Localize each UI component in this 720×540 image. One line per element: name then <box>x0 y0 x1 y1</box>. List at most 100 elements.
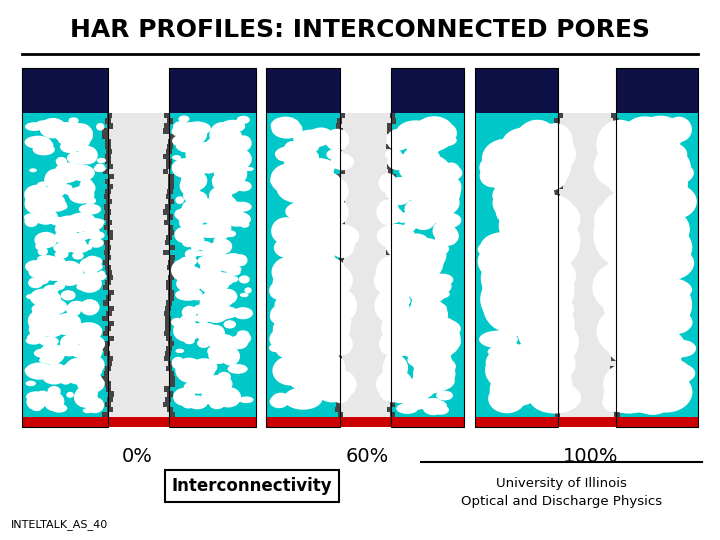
Ellipse shape <box>54 281 65 290</box>
Ellipse shape <box>173 320 200 342</box>
Bar <box>553 285 559 291</box>
Ellipse shape <box>405 132 444 156</box>
Ellipse shape <box>485 163 507 179</box>
Bar <box>108 321 114 326</box>
Ellipse shape <box>271 393 290 406</box>
Bar <box>338 129 343 133</box>
Bar <box>104 139 110 144</box>
Bar <box>391 68 464 427</box>
Bar <box>616 396 621 402</box>
Ellipse shape <box>37 247 48 256</box>
Ellipse shape <box>621 138 642 154</box>
Bar <box>611 285 616 291</box>
Bar <box>390 113 395 118</box>
Ellipse shape <box>35 209 50 222</box>
Ellipse shape <box>436 226 459 246</box>
Bar <box>105 381 111 387</box>
Bar <box>387 129 392 133</box>
Ellipse shape <box>320 177 348 205</box>
Ellipse shape <box>613 274 638 297</box>
Ellipse shape <box>71 238 87 252</box>
Bar <box>554 411 560 417</box>
Bar <box>557 184 563 190</box>
Ellipse shape <box>196 313 211 323</box>
Bar <box>168 372 174 376</box>
Bar <box>612 346 618 351</box>
Bar <box>615 148 621 154</box>
Bar <box>105 326 111 331</box>
Ellipse shape <box>228 171 242 184</box>
Ellipse shape <box>33 299 60 325</box>
Ellipse shape <box>411 135 447 152</box>
Ellipse shape <box>485 350 529 390</box>
Ellipse shape <box>41 267 51 274</box>
Bar <box>339 210 344 214</box>
Bar <box>103 285 109 291</box>
Bar <box>340 113 391 417</box>
Ellipse shape <box>400 380 434 400</box>
Ellipse shape <box>480 232 530 262</box>
Ellipse shape <box>434 329 452 341</box>
Ellipse shape <box>385 149 402 160</box>
Bar <box>616 68 698 113</box>
Ellipse shape <box>200 257 219 275</box>
Ellipse shape <box>39 358 49 363</box>
Ellipse shape <box>235 332 251 344</box>
Ellipse shape <box>245 167 253 171</box>
Ellipse shape <box>288 180 309 197</box>
Ellipse shape <box>233 254 248 266</box>
Ellipse shape <box>495 349 529 365</box>
Ellipse shape <box>485 253 518 270</box>
Ellipse shape <box>652 309 689 332</box>
Ellipse shape <box>196 273 213 286</box>
Bar <box>554 194 559 199</box>
Ellipse shape <box>269 344 282 352</box>
Bar <box>105 280 112 285</box>
Ellipse shape <box>420 374 448 389</box>
Bar <box>169 376 175 381</box>
Ellipse shape <box>506 191 527 200</box>
Ellipse shape <box>215 195 237 213</box>
Ellipse shape <box>659 363 696 384</box>
Bar <box>337 392 342 397</box>
Ellipse shape <box>205 383 223 400</box>
Bar <box>392 310 397 316</box>
Bar <box>266 417 464 427</box>
Ellipse shape <box>40 118 66 138</box>
Bar <box>554 245 559 250</box>
Ellipse shape <box>378 206 403 224</box>
Ellipse shape <box>512 226 534 242</box>
Bar <box>556 133 562 139</box>
Ellipse shape <box>65 363 73 368</box>
Ellipse shape <box>480 155 512 180</box>
Bar <box>558 214 564 220</box>
Ellipse shape <box>44 392 64 411</box>
Ellipse shape <box>420 188 438 200</box>
Ellipse shape <box>81 372 102 391</box>
Ellipse shape <box>606 308 631 338</box>
Ellipse shape <box>294 199 326 222</box>
Ellipse shape <box>382 355 408 381</box>
Ellipse shape <box>531 199 580 239</box>
Ellipse shape <box>79 259 96 271</box>
Ellipse shape <box>304 228 321 241</box>
Bar <box>390 148 395 154</box>
Ellipse shape <box>411 122 451 150</box>
Ellipse shape <box>202 148 212 153</box>
Bar <box>389 387 394 392</box>
Ellipse shape <box>230 335 248 349</box>
Ellipse shape <box>637 116 684 152</box>
Ellipse shape <box>212 132 226 139</box>
Ellipse shape <box>629 167 673 193</box>
Ellipse shape <box>204 137 229 157</box>
Ellipse shape <box>179 116 189 123</box>
Ellipse shape <box>400 173 420 191</box>
Ellipse shape <box>296 150 319 164</box>
Ellipse shape <box>409 176 428 188</box>
Bar <box>105 144 112 149</box>
Bar <box>391 240 396 245</box>
Ellipse shape <box>29 267 45 278</box>
Bar <box>554 295 560 301</box>
Ellipse shape <box>649 259 667 268</box>
Ellipse shape <box>511 293 535 305</box>
